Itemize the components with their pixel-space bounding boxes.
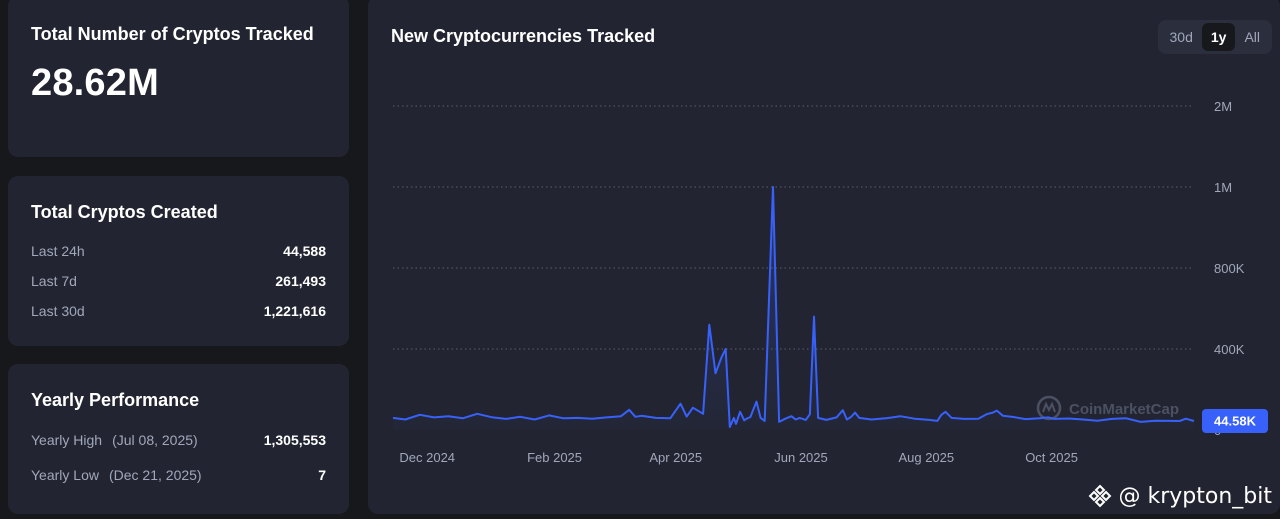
watermark: CoinMarketCap: [1036, 395, 1179, 421]
credit-text: @ krypton_bit: [1118, 483, 1273, 509]
total-cryptos-title: Total Number of Cryptos Tracked: [31, 24, 314, 44]
yearly-performance-title: Yearly Performance: [31, 390, 200, 410]
y-tick-label: 2M: [1214, 99, 1232, 114]
y-tick-label: 1M: [1214, 180, 1232, 195]
x-tick-label: Jun 2025: [774, 450, 828, 465]
stat-label: Last 24h: [31, 243, 85, 259]
cryptos-created-card: Total Cryptos Created Last 24h 44,588 La…: [8, 176, 349, 346]
x-tick-label: Aug 2025: [898, 450, 954, 465]
series-line: [392, 186, 1195, 428]
x-tick-label: Oct 2025: [1025, 450, 1078, 465]
x-tick-label: Feb 2025: [527, 450, 582, 465]
yearly-performance-card: Yearly Performance Yearly High (Jul 08, 2…: [8, 364, 349, 514]
total-cryptos-value: 28.62M: [31, 62, 159, 104]
stat-value: 1,221,616: [263, 303, 326, 319]
x-tick-label: Dec 2024: [399, 450, 455, 465]
y-axis-ticks: 0400K800K1M2M: [1214, 99, 1245, 438]
stat-label-text: Yearly High: [31, 431, 103, 448]
stat-value: 1,305,553: [263, 431, 326, 448]
range-toggle: 30d 1y All: [1157, 20, 1272, 54]
last-value-label: 44.58K: [1214, 414, 1257, 429]
stat-label: Yearly Low (Dec 21, 2025): [31, 467, 202, 483]
cryptos-created-list: Last 24h 44,588 Last 7d 261,493 Last 30d…: [31, 236, 326, 326]
stat-date: (Jul 08, 2025): [112, 431, 198, 448]
stat-date: (Dec 21, 2025): [108, 466, 202, 483]
stat-row-yearly-low: Yearly Low (Dec 21, 2025) 7: [31, 457, 326, 492]
stat-label-text: Yearly Low: [31, 466, 99, 483]
chart-plot: CoinMarketCap 0400K800K1M2M Dec 2024Feb …: [392, 99, 1268, 465]
last-value-badge: 44.58K: [1202, 409, 1268, 433]
last-value-badge-bg: [1202, 409, 1268, 433]
range-button-all[interactable]: All: [1244, 29, 1260, 45]
stat-value: 7: [318, 466, 326, 483]
series-area: [393, 187, 1194, 430]
cryptos-created-title: Total Cryptos Created: [31, 202, 218, 222]
x-tick-label: Apr 2025: [649, 450, 702, 465]
stat-value: 261,493: [275, 273, 326, 289]
stat-value: 44,588: [283, 243, 326, 259]
stat-label: Last 7d: [31, 273, 77, 289]
stat-row-last-24h: Last 24h 44,588: [31, 236, 326, 266]
range-button-1y[interactable]: 1y: [1201, 23, 1236, 51]
chart-card: New Cryptocurrencies Tracked 30d 1y All …: [368, 0, 1280, 514]
binance-logo-icon: [1088, 484, 1111, 508]
chart-title: New Cryptocurrencies Tracked: [391, 26, 656, 46]
yearly-performance-list: Yearly High (Jul 08, 2025) 1,305,553 Year…: [31, 422, 326, 492]
stat-row-last-7d: Last 7d 261,493: [31, 266, 326, 296]
y-tick-label: 400K: [1214, 342, 1245, 357]
stat-row-yearly-high: Yearly High (Jul 08, 2025) 1,305,553: [31, 422, 326, 457]
range-button-30d[interactable]: 30d: [1169, 29, 1193, 45]
x-axis-ticks: Dec 2024 Feb 2025 Apr 2025 Jun 2025 Aug 2025…: [399, 450, 1078, 465]
stat-label: Yearly High (Jul 08, 2025): [31, 432, 198, 448]
credit: @ krypton_bit: [1087, 483, 1273, 509]
y-tick-label: 800K: [1214, 261, 1245, 276]
watermark-text: CoinMarketCap: [1069, 401, 1179, 418]
total-cryptos-card: Total Number of Cryptos Tracked 28.62M: [8, 0, 349, 157]
coinmarketcap-logo-mark-icon: [1042, 401, 1056, 413]
grid-lines: [393, 105, 1194, 350]
stat-label: Last 30d: [31, 303, 85, 319]
stat-row-last-30d: Last 30d 1,221,616: [31, 296, 326, 326]
